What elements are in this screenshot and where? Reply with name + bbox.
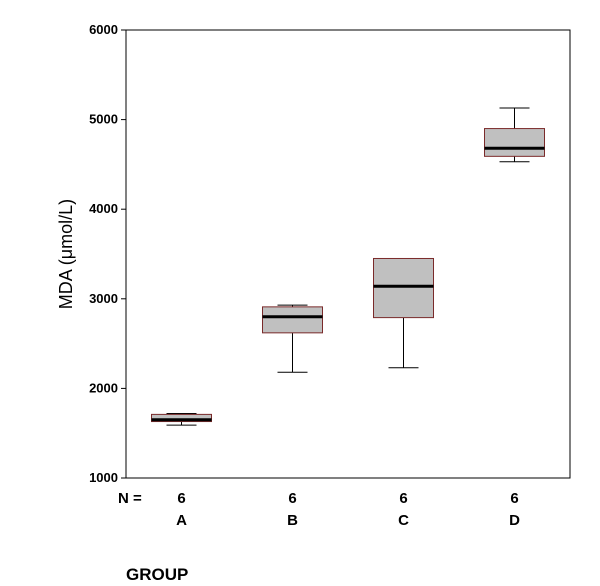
y-tick-label: 5000 [89, 112, 118, 127]
iqr-box [262, 306, 323, 334]
x-axis-title: GROUP [126, 565, 188, 584]
y-axis-title: MDA (μmol/L) [56, 199, 76, 309]
y-axis: 1000 2000 3000 4000 5000 6000 [89, 22, 126, 485]
category-label: D [509, 512, 520, 529]
box-b [262, 304, 323, 373]
y-tick-label: 1000 [89, 470, 118, 485]
boxes [151, 107, 545, 426]
iqr-box [151, 413, 212, 423]
plot-frame [125, 29, 571, 479]
n-value-label: 6 [288, 490, 296, 507]
iqr-box [484, 128, 545, 157]
iqr-box [373, 257, 434, 319]
n-label: N = [118, 490, 142, 507]
y-tick-label: 2000 [89, 380, 118, 395]
box-d [484, 107, 545, 163]
y-tick-label: 4000 [89, 201, 118, 216]
category-label: C [398, 512, 409, 529]
n-value-label: 6 [510, 490, 518, 507]
category-label: A [176, 512, 187, 529]
n-value-label: 6 [177, 490, 185, 507]
x-axis-labels: 6 A 6 B 6 C 6 D [176, 490, 520, 529]
box-c [373, 257, 434, 369]
y-tick-label: 3000 [89, 291, 118, 306]
y-tick-label: 6000 [89, 22, 118, 37]
n-value-label: 6 [399, 490, 407, 507]
box-a [151, 412, 212, 426]
category-label: B [287, 512, 298, 529]
